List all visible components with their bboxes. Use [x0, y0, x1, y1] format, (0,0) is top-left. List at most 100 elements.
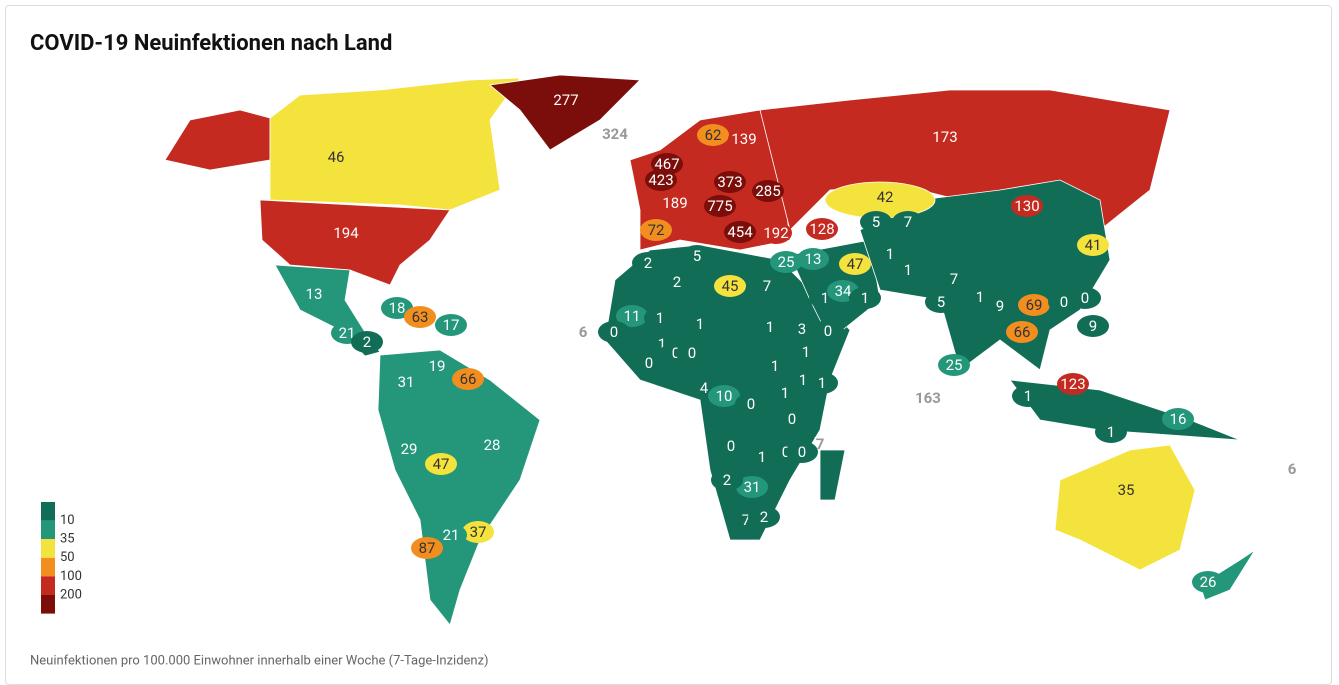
country	[759, 355, 791, 377]
incidence-label: 28	[484, 436, 501, 454]
country	[1110, 479, 1142, 501]
country	[869, 186, 901, 208]
incidence-label: 2	[644, 254, 652, 272]
country	[676, 342, 708, 364]
incidence-label: 69	[1026, 296, 1043, 314]
country	[746, 446, 778, 468]
incidence-label: 5	[937, 293, 945, 311]
incidence-label: 1	[886, 245, 894, 263]
incidence-label: 35	[1118, 481, 1135, 499]
incidence-label: 775	[707, 197, 732, 215]
incidence-label: 1	[799, 371, 807, 389]
incidence-label: 1	[658, 335, 666, 353]
legend-swatch	[41, 539, 55, 558]
country	[711, 469, 743, 491]
incidence-label: 25	[778, 253, 795, 271]
incidence-label: 11	[624, 307, 641, 325]
incidence-label: 0	[645, 354, 653, 372]
incidence-label: 1	[861, 289, 869, 307]
country	[984, 295, 1016, 317]
legend: 10 35 50 100 200	[41, 502, 82, 614]
incidence-label: 37	[470, 523, 487, 541]
incidence-label: 0	[672, 344, 680, 362]
country	[754, 316, 786, 338]
incidence-label: 34	[835, 282, 852, 300]
legend-label: 10	[60, 513, 75, 528]
country	[776, 408, 808, 430]
incidence-label: 25	[946, 356, 963, 374]
country	[640, 219, 672, 241]
country	[462, 521, 494, 543]
country	[633, 352, 665, 374]
incidence-label: 1	[656, 309, 664, 327]
incidence-label: 1	[802, 343, 810, 361]
country	[735, 393, 767, 415]
country	[1011, 195, 1043, 217]
country	[786, 318, 818, 340]
country	[806, 372, 838, 394]
legend-label: 35	[60, 532, 75, 547]
country	[644, 307, 676, 329]
country	[684, 313, 716, 335]
incidence-label: 6	[579, 323, 588, 341]
incidence-label: 4	[700, 379, 709, 397]
country	[435, 524, 467, 546]
incidence-label: 5	[693, 247, 701, 265]
incidence-label: 2	[760, 508, 768, 526]
country	[681, 245, 713, 267]
incidence-label: 1	[781, 384, 789, 402]
incidence-label: 123	[1060, 375, 1085, 393]
incidence-label: 31	[744, 478, 761, 496]
incidence-label: 0	[727, 437, 735, 455]
legend-label: 100	[60, 569, 82, 584]
incidence-label: 0	[782, 443, 790, 461]
legend-swatch	[41, 520, 55, 540]
legend-swatch	[41, 576, 55, 595]
country	[892, 259, 924, 281]
incidence-label: 16	[1170, 410, 1187, 428]
country	[421, 355, 453, 377]
country	[1057, 373, 1089, 395]
country	[616, 305, 648, 327]
country	[839, 253, 871, 275]
country	[1162, 408, 1194, 430]
country	[874, 243, 906, 265]
incidence-label: 139	[731, 130, 756, 148]
incidence-label: 0	[1060, 293, 1068, 311]
incidence-label: 7	[742, 511, 750, 529]
legend-label: 50	[60, 550, 75, 565]
country	[806, 218, 838, 240]
country	[425, 453, 457, 475]
incidence-label: 26	[1200, 573, 1217, 591]
country	[925, 291, 957, 313]
country	[752, 180, 784, 202]
country	[1077, 234, 1109, 256]
incidence-label: 72	[648, 221, 665, 239]
incidence-label: 1	[771, 357, 779, 375]
incidence-label: 66	[460, 370, 477, 388]
incidence-label: 2	[723, 471, 731, 489]
incidence-label: 29	[401, 440, 418, 458]
incidence-label: 2	[363, 333, 371, 351]
incidence-label: 45	[722, 277, 739, 295]
country	[393, 438, 425, 460]
incidence-label: 373	[717, 173, 742, 191]
incidence-label: 1	[818, 374, 826, 392]
incidence-label: 324	[602, 125, 628, 143]
incidence-label: 0	[788, 410, 796, 428]
incidence-label: 0	[798, 443, 806, 461]
incidence-label: 21	[443, 526, 460, 544]
incidence-label: 467	[654, 155, 679, 173]
country	[1192, 571, 1224, 593]
incidence-label: 2	[673, 273, 681, 291]
country	[661, 271, 693, 293]
incidence-label: 1	[1024, 387, 1032, 405]
country	[760, 222, 792, 244]
legend-swatch	[41, 557, 55, 577]
country	[892, 211, 924, 233]
incidence-label: 7	[950, 270, 958, 288]
incidence-label: 173	[932, 128, 957, 146]
incidence-label: 163	[915, 389, 941, 407]
